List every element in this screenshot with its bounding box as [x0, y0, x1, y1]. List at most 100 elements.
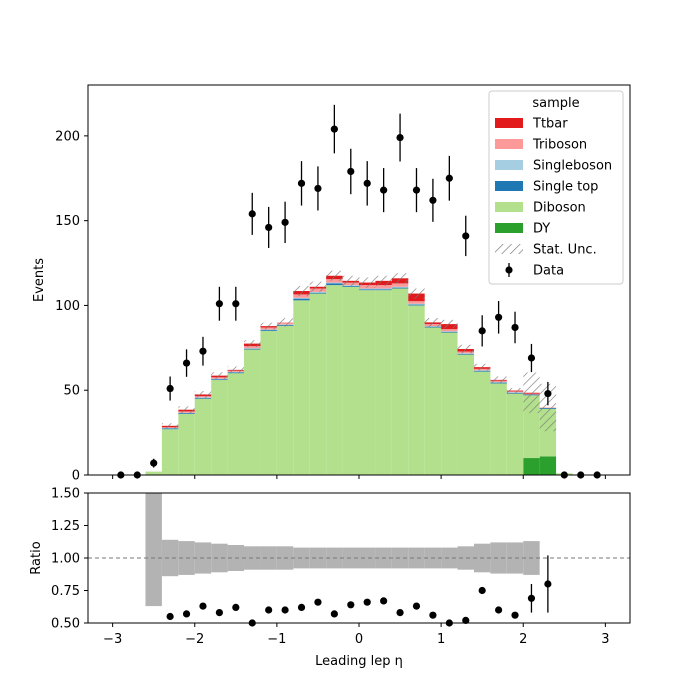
ratio-unc-bin [391, 547, 409, 569]
x-tick-label: −3 [103, 632, 122, 647]
x-tick-label: −1 [267, 632, 286, 647]
data-point [462, 232, 470, 240]
bar-single-top [457, 353, 474, 355]
stat-unc-band [244, 340, 261, 347]
x-axis-label: Leading lep η [315, 654, 403, 669]
bar-diboson [293, 300, 310, 475]
data-point [347, 167, 355, 176]
stat-unc-band [424, 318, 442, 327]
main-y-axis-label: Events [32, 258, 47, 302]
stat-unc-band [441, 319, 458, 329]
ratio-panel: 0.50 0.75 1.00 1.25 1.50 −3 −2 −1 0 1 2 3 Ratio Le… [29, 487, 631, 669]
bar-single-top [359, 289, 376, 291]
data-point [314, 184, 322, 193]
stat-unc-band [408, 288, 425, 299]
stat-unc-band [490, 376, 507, 384]
legend-label: Data [533, 264, 564, 279]
ratio-point [265, 606, 273, 614]
bar-single-top [244, 348, 261, 350]
y-tick-label: 100 [55, 299, 80, 314]
ratio-point [297, 603, 306, 612]
legend-swatch-dy [495, 223, 523, 233]
legend-swatch-diboson [495, 202, 523, 212]
x-tick-label: −2 [185, 632, 204, 647]
ratio-point [281, 606, 289, 614]
stat-unc-band [457, 344, 474, 354]
legend-swatch-singleboson [495, 160, 523, 170]
stat-unc-band [473, 363, 491, 371]
bar-triboson [244, 346, 261, 349]
bar-dy [539, 456, 557, 475]
ratio-point [478, 586, 486, 595]
stat-unc-band [211, 372, 228, 380]
data-point [511, 323, 519, 332]
ratio-y-tick-label: 1.00 [51, 552, 80, 567]
ratio-point [215, 609, 223, 617]
stat-unc-band [391, 273, 409, 284]
bar-singleboson [457, 353, 474, 354]
bar-diboson [326, 285, 343, 475]
ratio-point [495, 606, 503, 614]
stat-unc-band [506, 388, 524, 394]
stat-unc-band [293, 285, 310, 297]
data-point [445, 174, 453, 182]
bar-diboson [441, 332, 458, 475]
stat-unc-band [276, 318, 294, 327]
data-point [363, 179, 371, 187]
ratio-point [166, 612, 174, 621]
ratio-y-tick-label: 0.50 [51, 617, 80, 632]
x-tick-label: 1 [437, 632, 445, 647]
bar-diboson [391, 288, 409, 475]
ratio-unc-bin [260, 546, 277, 570]
bar-singleboson [326, 282, 343, 284]
bar-diboson [276, 325, 294, 475]
bar-diboson [342, 286, 359, 475]
bar-triboson [391, 283, 409, 287]
ratio-point [412, 602, 421, 610]
bar-single-top [260, 330, 277, 331]
ratio-point [380, 597, 388, 605]
data-point [396, 133, 404, 142]
legend-swatch-ttbar [495, 118, 523, 128]
ratio-point [314, 598, 322, 606]
bar-diboson [309, 293, 327, 475]
legend-label: Stat. Unc. [533, 243, 597, 258]
bar-diboson [145, 471, 162, 475]
bar-single-top [342, 285, 359, 287]
data-point [478, 327, 486, 335]
bar-single-top [408, 304, 425, 306]
legend-swatch-triboson [495, 139, 523, 149]
stat-unc-band [359, 277, 376, 288]
ratio-points [166, 555, 552, 627]
data-point [544, 390, 552, 398]
bar-single-top [161, 428, 179, 430]
bar-diboson [490, 383, 507, 475]
bar-single-top [178, 413, 195, 414]
bar-diboson [408, 305, 425, 475]
data-point [166, 384, 174, 393]
bar-singleboson [359, 288, 376, 290]
bar-diboson [161, 429, 179, 475]
legend-label: DY [533, 222, 550, 237]
data-point [150, 459, 158, 467]
bar-single-top [424, 326, 442, 328]
data-point [199, 347, 207, 355]
bar-diboson [178, 413, 195, 475]
legend-swatch-single-top [495, 181, 523, 191]
ratio-point [511, 611, 519, 619]
legend-label: Diboson [533, 201, 586, 216]
ratio-point [330, 610, 338, 618]
ratio-unc-bin [211, 543, 228, 573]
bar-diboson [375, 290, 392, 475]
ratio-unc-bin [457, 546, 474, 570]
legend-items: Ttbar Triboson Singleboson Single top Diboso… [495, 117, 612, 279]
bar-single-top [375, 289, 392, 291]
ratio-point [429, 611, 437, 619]
bar-singleboson [260, 329, 277, 331]
data-point [265, 223, 273, 232]
bar-single-top [194, 397, 212, 399]
ratio-point [462, 616, 470, 625]
bar-singleboson [293, 297, 310, 299]
bar-single-top [391, 287, 409, 289]
bar-triboson [375, 285, 392, 289]
